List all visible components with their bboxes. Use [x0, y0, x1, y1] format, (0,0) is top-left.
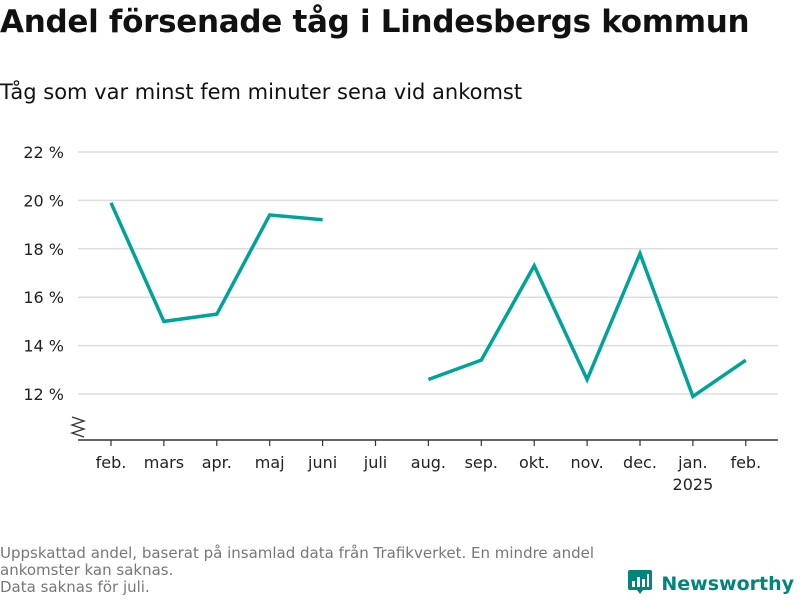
footnote: Uppskattad andel, baserat på insamlad da… [0, 545, 640, 596]
x-tick-label: dec. [623, 453, 657, 472]
x-tick-label: okt. [519, 453, 549, 472]
footnote-missing-data: Data saknas för juli. [0, 578, 150, 596]
x-tick-label: mars [144, 453, 184, 472]
x-tick-label: juni [307, 453, 337, 472]
x-tick-label: juli [363, 453, 387, 472]
y-tick-label: 18 % [23, 240, 64, 259]
series-line-segment [427, 248, 747, 400]
series-line-segment [109, 202, 323, 324]
brand-name: Newsworthy [661, 573, 794, 595]
axis-break-icon [69, 416, 87, 438]
x-tick-label: jan. [677, 453, 707, 472]
bar-chart-logo-icon [627, 568, 653, 600]
line-chart: 12 % 14 % 16 % 18 % 20 % 22 % feb. mars apr. maj j… [23, 143, 778, 494]
x-tick-label: aug. [411, 453, 446, 472]
x-tick-label: apr. [202, 453, 232, 472]
x-tick-label: sep. [465, 453, 498, 472]
gridlines [78, 151, 778, 395]
x-tick-label: maj [255, 453, 285, 472]
x-tick-sublabel: 2025 [673, 475, 714, 494]
x-tick-label: feb. [730, 453, 761, 472]
series-lines [109, 202, 747, 400]
x-tick-label: feb. [96, 453, 127, 472]
x-tick-label: nov. [570, 453, 603, 472]
chart-subtitle: Tåg som var minst fem minuter sena vid a… [0, 80, 523, 104]
brand-logo: Newsworthy [627, 568, 794, 600]
axes [69, 416, 778, 446]
footnote-source: Uppskattad andel, baserat på insamlad da… [0, 544, 595, 579]
y-tick-label: 12 % [23, 385, 64, 404]
y-tick-label: 16 % [23, 288, 64, 307]
tick-labels: 12 % 14 % 16 % 18 % 20 % 22 % feb. mars apr. maj j… [23, 143, 761, 494]
y-tick-label: 14 % [23, 337, 64, 356]
y-tick-label: 20 % [23, 191, 64, 210]
y-tick-label: 22 % [23, 143, 64, 162]
chart-title: Andel försenade tåg i Lindesbergs kommun [0, 4, 750, 40]
